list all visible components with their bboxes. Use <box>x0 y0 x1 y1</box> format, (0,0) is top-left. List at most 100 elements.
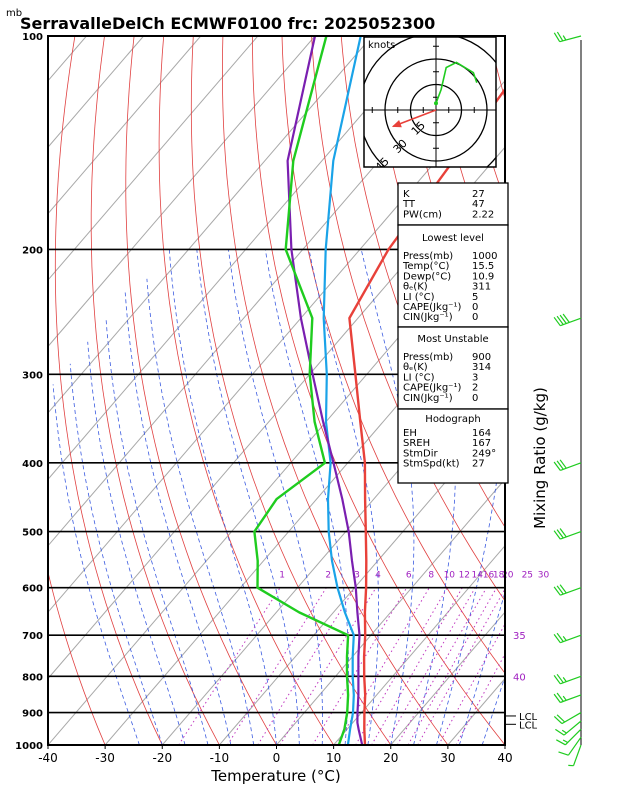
lowest-level-label: CAPE(Jkg⁻¹) <box>403 302 461 313</box>
lowest-level-value: 0 <box>472 312 478 323</box>
wind-barb-shaft <box>560 462 582 471</box>
moist-adiabat-line <box>360 249 415 745</box>
wind-barb-flag <box>553 693 561 703</box>
mixing-ratio-line <box>312 587 408 745</box>
wetbulb-profile-line <box>322 36 362 745</box>
dry-adiabat-line <box>281 36 505 674</box>
moist-adiabat-line <box>105 318 209 745</box>
temperature-tick-label: 20 <box>383 751 398 765</box>
wind-barb-flag <box>562 313 570 323</box>
hodograph-index-value: 27 <box>472 459 485 470</box>
wind-barb-flag <box>556 692 564 702</box>
pressure-tick-label: 700 <box>22 631 43 642</box>
isotherm-line <box>390 611 505 745</box>
wind-barb-flag <box>553 316 561 327</box>
isotherm-line <box>48 36 430 481</box>
hodograph-index-label: StmSpd(kt) <box>403 459 460 470</box>
temperature-tick-label: -30 <box>95 751 115 765</box>
mixing-ratio-line <box>355 587 448 745</box>
indices-box <box>397 408 509 484</box>
moist-adiabat-line <box>168 249 277 745</box>
hodograph-trace <box>435 61 478 104</box>
isotherm-line <box>48 36 87 82</box>
most-unstable-value: 314 <box>472 362 491 373</box>
general-index-value: 27 <box>472 189 485 200</box>
isotherm-line <box>48 36 316 348</box>
lowest-level-value: 0 <box>472 302 478 313</box>
general-index-label: K <box>403 189 410 200</box>
pressure-tick-label: 900 <box>22 709 43 720</box>
chart-title: SerravalleDelCh ECMWF0100 frc: 202505230… <box>20 14 435 33</box>
wind-barb-shaft <box>572 744 582 766</box>
wind-barb-flag <box>553 633 561 644</box>
wind-barb-flag <box>556 632 564 642</box>
wind-barb-flag <box>559 314 567 324</box>
wind-barb-flag <box>553 461 561 471</box>
moist-adiabat-line <box>69 363 163 745</box>
pressure-tick-label: 400 <box>22 459 43 470</box>
mixing-ratio-label: 10 <box>444 570 456 580</box>
dry-adiabat-line <box>54 36 163 745</box>
wind-barb-flag <box>553 32 561 43</box>
wind-barb-flag <box>559 584 567 594</box>
wind-barb-shaft <box>560 694 582 704</box>
hodograph-frame <box>363 36 497 168</box>
most-unstable-value: 0 <box>472 393 478 404</box>
wind-barb-flag <box>553 715 563 725</box>
indices-section-title: Hodograph <box>425 414 480 425</box>
isotherm-line <box>48 146 505 680</box>
mixing-ratio-label: 3 <box>354 570 360 580</box>
mixing-ratio-label: 8 <box>428 570 434 580</box>
hodograph-trace-start <box>434 101 438 106</box>
wind-barb-shaft <box>559 35 582 43</box>
lcl-label: LCL <box>519 712 538 723</box>
dry-adiabat-line <box>578 36 618 745</box>
wind-barb-half-flag <box>562 739 568 744</box>
dry-adiabat-line <box>548 36 618 745</box>
wind-barb-shaft <box>560 675 582 685</box>
x-axis-label: Temperature (°C) <box>210 767 340 785</box>
wind-barb-flag <box>556 714 566 723</box>
wind-barb-flag <box>559 459 567 469</box>
general-index-value: 2.22 <box>472 209 494 220</box>
indices-section-title: Most Unstable <box>417 334 488 345</box>
temperature-tick-label: 30 <box>440 751 455 765</box>
wind-barb-flag <box>556 585 564 595</box>
wind-barb-flag <box>559 528 567 538</box>
temperature-tick-label: 0 <box>273 751 281 765</box>
mixing-ratio-axis-label: Mixing Ratio (g/kg) <box>531 387 549 529</box>
isotherm-line <box>48 36 259 281</box>
lowest-level-value: 5 <box>472 292 478 303</box>
mixing-ratio-label: 14 <box>471 570 483 580</box>
lowest-level-label: θₑ(K) <box>403 282 428 293</box>
hodograph-index-value: 167 <box>472 438 491 449</box>
wind-barb-shaft <box>560 317 582 327</box>
wind-barb-flag <box>556 739 566 746</box>
wind-barb-flag <box>553 675 561 685</box>
temperature-tick-label: 10 <box>326 751 341 765</box>
wind-barb-half-flag <box>562 35 567 41</box>
wind-barb-flag <box>556 529 564 539</box>
hodograph-index-label: StmDir <box>403 448 438 459</box>
wind-barb-shaft <box>563 720 582 736</box>
wind-barb-flag <box>556 673 564 684</box>
lowest-level-label: Press(mb) <box>403 251 453 262</box>
theta-label: 35 <box>513 631 526 642</box>
dry-adiabat-line <box>190 36 392 745</box>
profiles <box>253 36 505 745</box>
wind-barb-flag <box>553 586 561 596</box>
wind-barb-shaft <box>564 728 582 746</box>
lowest-level-value: 1000 <box>472 251 497 262</box>
mixing-ratio-label: 20 <box>502 570 514 580</box>
lowest-level-label: CIN(Jkg⁻¹) <box>403 312 453 323</box>
moist-adiabat-line <box>504 743 505 745</box>
temperature-tick-label: -40 <box>38 751 58 765</box>
wind-barb-flag <box>553 530 561 540</box>
most-unstable-label: Press(mb) <box>403 352 453 363</box>
most-unstable-label: LI (°C) <box>403 372 435 383</box>
isotherm-line <box>218 412 505 745</box>
most-unstable-label: CIN(Jkg⁻¹) <box>403 393 453 404</box>
